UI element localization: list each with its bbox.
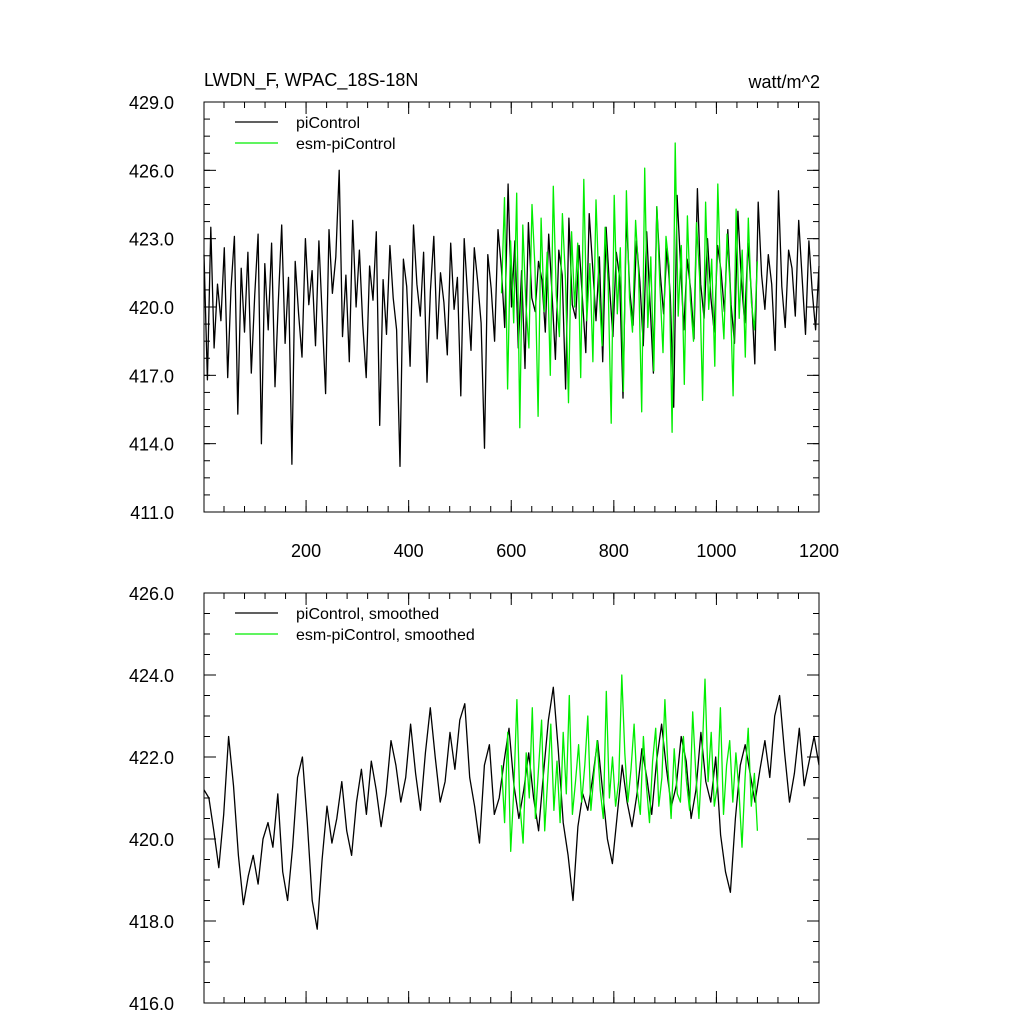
x-tick-label: 1200 [799, 541, 839, 561]
bottom-panel-legend: piControl, smoothed esm-piControl, smoot… [235, 606, 475, 644]
y-tick-label: 422.0 [129, 748, 174, 768]
bottom-panel-ticks: 416.0 418.0 420.0 422.0 424.0 426.0 [129, 584, 820, 1014]
y-tick-label: 417.0 [129, 366, 174, 386]
units-label: watt/m^2 [748, 72, 820, 92]
x-tick-label: 1000 [696, 541, 736, 561]
y-tick-label: 416.0 [129, 994, 174, 1014]
y-tick-label: 426.0 [129, 161, 174, 181]
x-tick-label: 600 [496, 541, 526, 561]
series-line-esm-picontrol-smoothed [500, 674, 759, 852]
legend-label-picontrol: piControl [296, 115, 360, 132]
x-tick-label: 800 [599, 541, 629, 561]
y-tick-label: 423.0 [129, 230, 174, 250]
x-tick-label: 200 [291, 541, 321, 561]
y-tick-label: 420.0 [129, 830, 174, 850]
x-tick-label: 400 [394, 541, 424, 561]
y-tick-label: 420.0 [129, 298, 174, 318]
top-panel: LWDN_F, WPAC_18S-18N watt/m^2 411.0 414.0… [129, 70, 839, 561]
bottom-panel-frame [203, 592, 820, 1004]
legend-label-esm-picontrol-smoothed: esm-piControl, smoothed [296, 627, 475, 644]
top-panel-frame [203, 101, 820, 513]
legend-label-esm-picontrol: esm-piControl [296, 136, 396, 153]
bottom-panel-series [203, 674, 820, 930]
y-tick-label: 418.0 [129, 912, 174, 932]
y-tick-label: 414.0 [129, 435, 174, 455]
series-line-picontrol-smoothed [203, 686, 820, 930]
top-panel-series [203, 142, 820, 468]
bottom-panel: 416.0 418.0 420.0 422.0 424.0 426.0 piControl… [129, 584, 820, 1014]
y-tick-label: 426.0 [129, 584, 174, 604]
legend-label-picontrol-smoothed: piControl, smoothed [296, 606, 439, 623]
y-tick-label: 424.0 [129, 666, 174, 686]
panel-title: LWDN_F, WPAC_18S-18N [204, 70, 418, 91]
y-tick-label: 411.0 [130, 503, 174, 523]
series-line-esm-picontrol [500, 142, 759, 433]
top-panel-ticks: 411.0 414.0 417.0 420.0 423.0 426.0 429.0 200 40… [129, 93, 839, 561]
top-panel-legend: piControl esm-piControl [235, 115, 396, 153]
y-tick-label: 429.0 [129, 93, 174, 113]
